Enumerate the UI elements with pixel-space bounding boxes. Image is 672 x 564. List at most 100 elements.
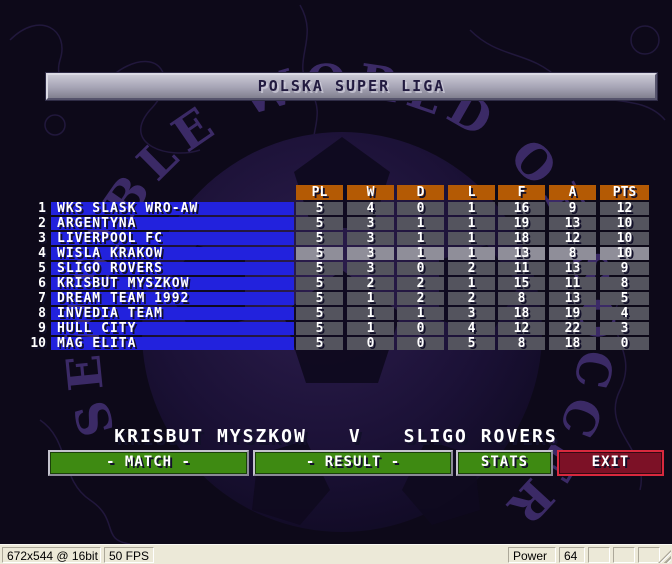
header-cell-d: D [397, 185, 444, 200]
stat-cell-pts: 8 [600, 277, 649, 290]
stat-cell-w: 4 [347, 202, 394, 215]
stat-cell-f: 16 [498, 202, 545, 215]
stat-cell-a: 18 [549, 337, 596, 350]
stat-cell-f: 18 [498, 307, 545, 320]
position-cell: 2 [38, 216, 46, 231]
table-row[interactable]: 1 WKS SLASK WRO-AW 5 4 0 1 16 9 12 [0, 202, 672, 217]
stat-cell-l: 1 [448, 202, 495, 215]
stat-cell-a: 12 [549, 232, 596, 245]
stat-cell-d: 1 [397, 232, 444, 245]
table-row[interactable]: 9 HULL CITY 5 1 0 4 12 22 3 [0, 322, 672, 337]
stat-cell-pts: 12 [600, 202, 649, 215]
header-cell-pts: PTS [600, 185, 649, 200]
table-row[interactable]: 7 DREAM TEAM 1992 5 1 2 2 8 13 5 [0, 292, 672, 307]
stat-cell-pl: 5 [296, 232, 343, 245]
stat-cell-pl: 5 [296, 307, 343, 320]
header-cell-w: W [347, 185, 394, 200]
next-fixture: KRISBUT MYSZKOW V SLIGO ROVERS [0, 426, 672, 447]
stat-cell-l: 3 [448, 307, 495, 320]
status-panel-empty-2 [613, 547, 635, 563]
team-name-cell: WISLA KRAKOW [51, 247, 294, 260]
position-cell: 9 [38, 321, 46, 336]
stat-cell-a: 9 [549, 202, 596, 215]
stat-cell-f: 15 [498, 277, 545, 290]
stat-cell-pl: 5 [296, 202, 343, 215]
fixture-vs-label: V [348, 426, 362, 447]
header-cell-a: A [549, 185, 596, 200]
stat-cell-f: 19 [498, 217, 545, 230]
table-row[interactable]: 3 LIVERPOOL FC 5 3 1 1 18 12 10 [0, 232, 672, 247]
team-name-cell: KRISBUT MYSZKOW [51, 277, 294, 290]
table-row[interactable]: 2 ARGENTYNA 5 3 1 1 19 13 10 [0, 217, 672, 232]
stat-cell-d: 2 [397, 292, 444, 305]
power-label: Power [508, 547, 556, 563]
table-row[interactable]: 10 MAG ELITA 5 0 0 5 8 18 0 [0, 337, 672, 352]
stat-cell-d: 1 [397, 217, 444, 230]
header-cell-f: F [498, 185, 545, 200]
table-row[interactable]: 5 SLIGO ROVERS 5 3 0 2 11 13 9 [0, 262, 672, 277]
stat-cell-a: 13 [549, 262, 596, 275]
team-name-cell: SLIGO ROVERS [51, 262, 294, 275]
stat-cell-w: 3 [347, 247, 394, 260]
stat-cell-a: 19 [549, 307, 596, 320]
stat-cell-l: 1 [448, 277, 495, 290]
power-value: 64 [559, 547, 585, 563]
stat-cell-l: 5 [448, 337, 495, 350]
stat-cell-l: 2 [448, 262, 495, 275]
stat-cell-w: 3 [347, 262, 394, 275]
table-row[interactable]: 6 KRISBUT MYSZKOW 5 2 2 1 15 11 8 [0, 277, 672, 292]
stat-cell-pts: 3 [600, 322, 649, 335]
stat-cell-f: 18 [498, 232, 545, 245]
stat-cell-pts: 9 [600, 262, 649, 275]
position-cell: 10 [30, 336, 46, 351]
game-screen: SENSIBLE WORLD OF SOCCER POLSKA SUPER LI… [0, 0, 672, 544]
stats-button[interactable]: STATS [456, 450, 553, 476]
position-cell: 3 [38, 231, 46, 246]
stat-cell-a: 13 [549, 292, 596, 305]
stat-cell-w: 0 [347, 337, 394, 350]
stat-cell-d: 0 [397, 202, 444, 215]
stat-cell-pts: 5 [600, 292, 649, 305]
stat-cell-w: 1 [347, 292, 394, 305]
status-panel-empty-3 [638, 547, 660, 563]
stat-cell-d: 0 [397, 262, 444, 275]
league-table-rows: 1 WKS SLASK WRO-AW 5 4 0 1 16 9 12 2 ARG… [0, 202, 672, 352]
team-name-cell: HULL CITY [51, 322, 294, 335]
table-row[interactable]: 8 INVEDIA TEAM 5 1 1 3 18 19 4 [0, 307, 672, 322]
stat-cell-a: 11 [549, 277, 596, 290]
stat-cell-w: 1 [347, 322, 394, 335]
league-title-bar: POLSKA SUPER LIGA [46, 73, 657, 100]
header-cell-pl: PL [296, 185, 343, 200]
stat-cell-a: 13 [549, 217, 596, 230]
table-row[interactable]: 4 WISLA KRAKOW 5 3 1 1 13 8 10 [0, 247, 672, 262]
stat-cell-f: 11 [498, 262, 545, 275]
stat-cell-a: 22 [549, 322, 596, 335]
fps-status: 50 FPS [104, 547, 154, 563]
stat-cell-pl: 5 [296, 277, 343, 290]
stat-cell-l: 4 [448, 322, 495, 335]
stat-cell-w: 1 [347, 307, 394, 320]
fixture-away-team: SLIGO ROVERS [403, 426, 558, 447]
team-name-cell: DREAM TEAM 1992 [51, 292, 294, 305]
exit-button[interactable]: EXIT [557, 450, 664, 476]
result-button[interactable]: - RESULT - [253, 450, 453, 476]
stat-cell-d: 1 [397, 247, 444, 260]
stat-cell-pts: 10 [600, 247, 649, 260]
resolution-status: 672x544 @ 16bit [2, 547, 101, 563]
stat-cell-f: 13 [498, 247, 545, 260]
stat-cell-pl: 5 [296, 322, 343, 335]
position-cell: 5 [38, 261, 46, 276]
status-panel-empty-1 [588, 547, 610, 563]
stat-cell-pts: 4 [600, 307, 649, 320]
stat-cell-pl: 5 [296, 292, 343, 305]
stat-cell-w: 3 [347, 232, 394, 245]
stat-cell-d: 1 [397, 307, 444, 320]
stat-cell-pl: 5 [296, 217, 343, 230]
stat-cell-pl: 5 [296, 337, 343, 350]
header-cell-l: L [448, 185, 495, 200]
position-cell: 6 [38, 276, 46, 291]
stat-cell-f: 8 [498, 292, 545, 305]
match-button[interactable]: - MATCH - [48, 450, 249, 476]
team-name-cell: MAG ELITA [51, 337, 294, 350]
stat-cell-pl: 5 [296, 247, 343, 260]
